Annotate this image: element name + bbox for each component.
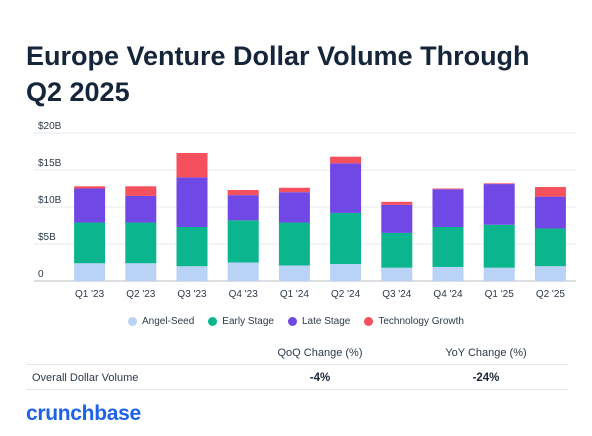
bar-segment-technology-growth — [432, 188, 464, 190]
x-tick-label: Q1 '24 — [280, 289, 310, 300]
bar-segment-angel-seed — [432, 266, 464, 281]
bar-segment-early-stage — [74, 222, 106, 264]
legend-swatch — [208, 317, 218, 326]
bar-segment-early-stage — [381, 232, 413, 268]
legend-swatch — [128, 317, 138, 326]
bar-segment-technology-growth — [125, 186, 157, 196]
summary-header-row: QoQ Change (%) YoY Change (%) — [26, 340, 568, 365]
bar-segment-late-stage — [483, 184, 515, 225]
x-tick-label: Q4 '24 — [433, 289, 463, 300]
bar-segment-technology-growth — [534, 187, 566, 197]
qoq-value: -4% — [309, 372, 331, 384]
legend-label: Late Stage — [301, 316, 351, 327]
bar-segment-early-stage — [534, 228, 566, 267]
bar-segment-angel-seed — [74, 263, 106, 281]
x-tick-label: Q1 '23 — [75, 289, 105, 300]
legend-label: Early Stage — [222, 316, 274, 327]
bar-segment-late-stage — [227, 195, 259, 221]
bar-segment-early-stage — [278, 222, 310, 266]
legend-item: Late Stage — [287, 316, 351, 327]
bar-segment-early-stage — [432, 226, 464, 267]
legend-swatch — [287, 317, 297, 326]
legend-label: Technology Growth — [378, 316, 464, 327]
bar-segment-angel-seed — [330, 263, 362, 281]
bar-segment-technology-growth — [227, 189, 259, 196]
legend-label: Angel-Seed — [142, 316, 195, 327]
bar-segment-angel-seed — [483, 267, 515, 281]
y-tick-label: $5B — [38, 232, 56, 243]
y-tick-label: 0 — [38, 269, 44, 280]
legend-item: Angel-Seed — [128, 316, 194, 327]
bar-segment-late-stage — [74, 188, 106, 223]
stacked-bar-chart: $20B $15B $10B $5B 0 Q1 '23 Q2 '23 Q3 '23 Q4 '23… — [34, 121, 576, 300]
bar-segment-technology-growth — [330, 156, 362, 164]
summary-table: QoQ Change (%) YoY Change (%) Overall Do… — [26, 340, 568, 390]
legend-item: Technology Growth — [364, 316, 464, 327]
y-tick-label: $10B — [38, 195, 62, 206]
yoy-value: -24% — [472, 372, 500, 384]
chart-title: Europe Venture Dollar Volume Through Q2 … — [26, 41, 530, 107]
legend-swatch — [364, 317, 374, 326]
row-label: Overall Dollar Volume — [32, 372, 139, 384]
bar-segment-late-stage — [330, 163, 362, 213]
qoq-header: QoQ Change (%) — [277, 347, 363, 359]
bar-segment-late-stage — [278, 192, 310, 223]
x-tick-label: Q3 '24 — [382, 289, 412, 300]
bar-segment-angel-seed — [381, 267, 413, 281]
x-tick-label: Q2 '24 — [331, 289, 361, 300]
crunchbase-logo: crunchbase — [26, 402, 141, 425]
x-tick-label: Q4 '23 — [229, 289, 259, 300]
bar-segment-early-stage — [227, 220, 259, 263]
bar-segment-early-stage — [125, 222, 157, 264]
bar-segment-technology-growth — [74, 186, 106, 189]
bar-segment-late-stage — [125, 195, 157, 223]
bar-segment-late-stage — [176, 177, 208, 227]
bar-segment-early-stage — [330, 212, 362, 264]
bar-segment-angel-seed — [125, 263, 157, 281]
x-tick-label: Q2 '25 — [536, 289, 566, 300]
bar-segment-angel-seed — [176, 266, 208, 281]
bar-segment-late-stage — [534, 196, 566, 229]
x-tick-label: Q2 '23 — [126, 289, 156, 300]
bar-segment-technology-growth — [381, 201, 413, 205]
summary-value-row: Overall Dollar Volume -4% -24% — [26, 365, 568, 390]
bar-segment-angel-seed — [227, 262, 259, 281]
bar-segment-technology-growth — [176, 152, 208, 178]
bar-segment-angel-seed — [534, 266, 566, 281]
chart-legend: Angel-Seed Early Stage Late Stage Technolog… — [0, 316, 592, 327]
legend-item: Early Stage — [208, 316, 274, 327]
bar-segment-early-stage — [176, 226, 208, 267]
yoy-header: YoY Change (%) — [445, 347, 527, 359]
y-tick-label: $20B — [38, 121, 62, 132]
y-tick-label: $15B — [38, 158, 62, 169]
bar-segment-technology-growth — [483, 183, 515, 185]
bar-segment-angel-seed — [278, 265, 310, 281]
bar-segment-late-stage — [381, 204, 413, 233]
x-tick-label: Q1 '25 — [485, 289, 515, 300]
bar-segment-late-stage — [432, 189, 464, 227]
x-tick-label: Q3 '23 — [177, 289, 207, 300]
bar-segment-technology-growth — [278, 187, 310, 193]
bar-segment-early-stage — [483, 224, 515, 268]
